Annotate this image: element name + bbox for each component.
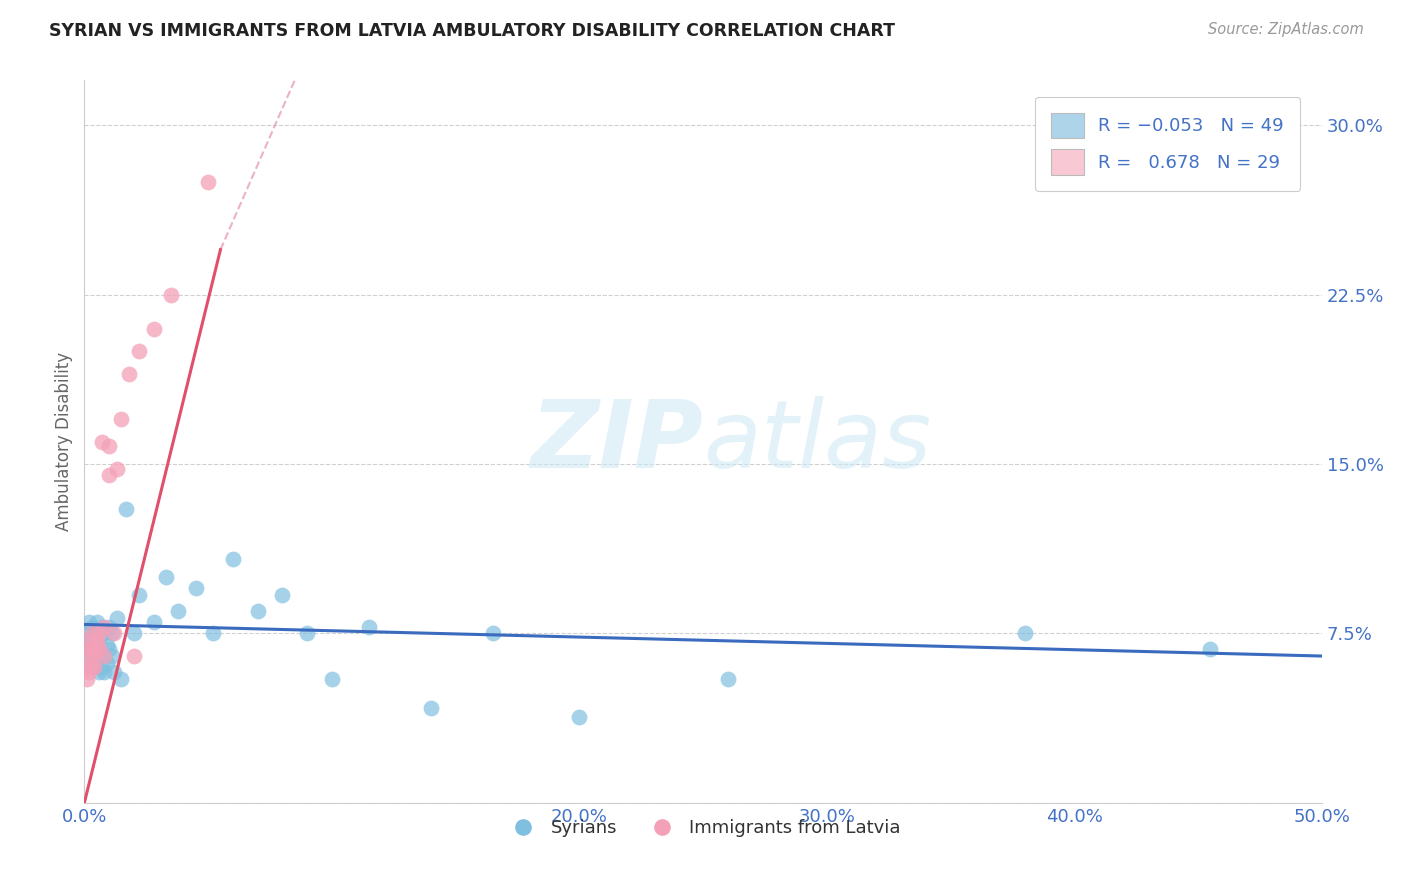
Text: ZIP: ZIP — [530, 395, 703, 488]
Point — [90, 660, 112, 674]
Point — [295, 626, 318, 640]
Point — [83, 648, 105, 663]
Point — [321, 672, 343, 686]
Point — [110, 412, 132, 426]
Point — [93, 665, 115, 679]
Point — [76, 642, 98, 657]
Point — [79, 615, 101, 630]
Point — [80, 620, 103, 634]
Point — [98, 620, 121, 634]
Text: Source: ZipAtlas.com: Source: ZipAtlas.com — [1208, 22, 1364, 37]
Point — [155, 570, 177, 584]
Point — [142, 321, 165, 335]
Point — [89, 631, 111, 645]
Legend: Syrians, Immigrants from Latvia: Syrians, Immigrants from Latvia — [498, 812, 908, 845]
Point — [98, 439, 121, 453]
Point — [202, 626, 225, 640]
Point — [96, 638, 118, 652]
Point — [76, 626, 98, 640]
Point — [167, 604, 190, 618]
Point — [86, 615, 108, 630]
Point — [100, 648, 122, 663]
Point — [79, 638, 101, 652]
Point — [222, 552, 245, 566]
Text: SYRIAN VS IMMIGRANTS FROM LATVIA AMBULATORY DISABILITY CORRELATION CHART: SYRIAN VS IMMIGRANTS FROM LATVIA AMBULAT… — [49, 22, 896, 40]
Point — [93, 626, 115, 640]
Point — [83, 648, 105, 663]
Point — [83, 660, 105, 674]
Point — [1014, 626, 1036, 640]
Point — [89, 642, 111, 657]
Point — [79, 665, 101, 679]
Point — [105, 461, 128, 475]
Point — [103, 665, 125, 679]
Point — [86, 638, 108, 652]
Point — [80, 660, 103, 674]
Point — [76, 660, 98, 674]
Point — [115, 502, 138, 516]
Point — [246, 604, 269, 618]
Point — [86, 633, 108, 648]
Point — [419, 701, 441, 715]
Point — [96, 656, 118, 670]
Point — [83, 626, 105, 640]
Point — [89, 626, 111, 640]
Point — [197, 175, 219, 189]
Text: atlas: atlas — [703, 396, 931, 487]
Point — [717, 672, 740, 686]
Point — [98, 642, 121, 657]
Point — [93, 648, 115, 663]
Point — [76, 642, 98, 657]
Point — [79, 648, 101, 663]
Point — [79, 648, 101, 663]
Point — [90, 620, 112, 634]
Point — [118, 367, 141, 381]
Y-axis label: Ambulatory Disability: Ambulatory Disability — [55, 352, 73, 531]
Point — [98, 468, 121, 483]
Point — [568, 710, 591, 724]
Point — [80, 642, 103, 657]
Point — [86, 642, 108, 657]
Point — [80, 626, 103, 640]
Point — [90, 434, 112, 449]
Point — [103, 626, 125, 640]
Point — [93, 620, 115, 634]
Point — [76, 672, 98, 686]
Point — [105, 610, 128, 624]
Point — [80, 633, 103, 648]
Point — [357, 620, 380, 634]
Point — [86, 638, 108, 652]
Point — [142, 615, 165, 630]
Point — [481, 626, 503, 640]
Point — [160, 287, 183, 301]
Point — [110, 672, 132, 686]
Point — [89, 665, 111, 679]
Point — [1199, 642, 1222, 657]
Point — [122, 648, 145, 663]
Point — [128, 588, 150, 602]
Point — [80, 660, 103, 674]
Point — [79, 633, 101, 648]
Point — [271, 588, 294, 602]
Point — [184, 582, 207, 596]
Point — [122, 626, 145, 640]
Point — [89, 648, 111, 663]
Point — [128, 344, 150, 359]
Point — [100, 626, 122, 640]
